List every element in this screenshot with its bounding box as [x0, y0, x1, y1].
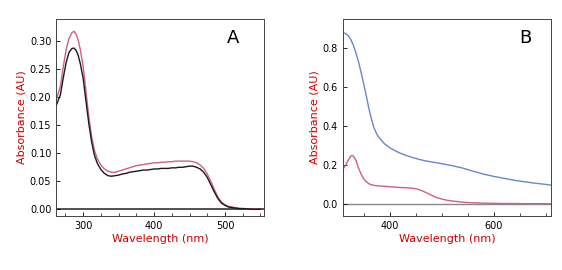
Y-axis label: Absorbance (AU): Absorbance (AU): [17, 70, 27, 164]
X-axis label: Wavelength (nm): Wavelength (nm): [398, 234, 495, 244]
Text: B: B: [520, 29, 532, 47]
X-axis label: Wavelength (nm): Wavelength (nm): [112, 234, 209, 244]
Text: A: A: [226, 29, 239, 47]
Y-axis label: Absorbance (AU): Absorbance (AU): [310, 70, 320, 164]
